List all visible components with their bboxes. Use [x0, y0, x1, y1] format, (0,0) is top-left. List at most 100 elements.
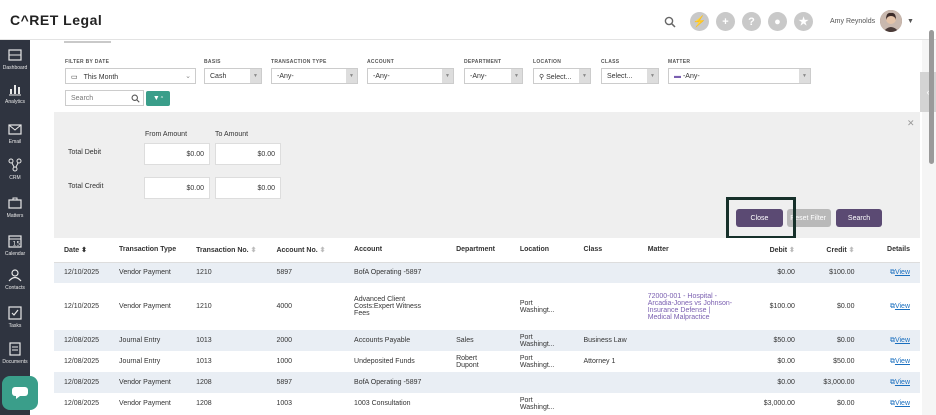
col-class[interactable]: Class [573, 238, 638, 263]
sidebar-item-calendar[interactable]: 15 Calendar [0, 234, 30, 268]
cell-type: Journal Entry [109, 330, 187, 351]
class-label: CLASS [601, 59, 620, 65]
sidebar-item-matters[interactable]: Matters [0, 196, 30, 230]
cell-details: ⧉View [864, 393, 920, 414]
cell-loc [509, 262, 574, 283]
date-range-value: This Month [83, 74, 119, 81]
matter-label: MATTER [668, 59, 691, 65]
cell-debit: $50.00 [745, 330, 805, 351]
dropdown-arrow-icon: ▼ [647, 69, 658, 83]
scrollbar-thumb[interactable] [929, 30, 934, 164]
external-link-icon: ⧉ [889, 399, 895, 407]
class-select[interactable]: Select... ▼ [601, 68, 659, 84]
reset-filter-button[interactable]: Reset Filter [787, 209, 831, 227]
analytics-icon [9, 85, 21, 96]
external-link-icon: ⧉ [889, 378, 895, 386]
cell-loc: Port Washingt... [509, 393, 574, 414]
cell-date: 12/10/2025 [54, 262, 110, 283]
chevron-down-icon[interactable]: ▼ [907, 18, 914, 25]
plus-icon[interactable]: + [716, 12, 735, 31]
cell-credit: $0.00 [804, 283, 865, 330]
view-link[interactable]: View [894, 302, 910, 310]
cell-account: Accounts Payable [344, 330, 447, 351]
view-link[interactable]: View [894, 336, 910, 344]
matter-select[interactable]: ▬ -Any- ▼ [668, 68, 811, 84]
sidebar-item-dashboard[interactable]: Dashboard [0, 48, 30, 82]
view-link[interactable]: View [894, 268, 910, 276]
col-location[interactable]: Location [509, 238, 574, 263]
credit-from-input[interactable]: $0.00 [144, 177, 210, 199]
app-logo[interactable]: C^RET Legal [10, 12, 103, 28]
search-button[interactable]: Search [836, 209, 882, 227]
view-link[interactable]: View [894, 357, 910, 365]
account-select[interactable]: -Any- ▼ [367, 68, 454, 84]
close-button[interactable]: Close [736, 209, 783, 227]
bolt-icon[interactable]: ⚡ [690, 12, 709, 31]
search-input[interactable]: Search [65, 90, 144, 106]
user-name[interactable]: Amy Reynolds [830, 18, 876, 25]
chevron-up-icon: ^ [160, 95, 164, 102]
transaction-type-label: TRANSACTION TYPE [271, 59, 327, 65]
col-transaction-no[interactable]: Transaction No. ⬍ [186, 238, 267, 263]
basis-select[interactable]: Cash ▼ [204, 68, 262, 84]
debit-from-input[interactable]: $0.00 [144, 143, 210, 165]
top-bar: C^RET Legal ⚡ + ? ● ★ Amy Reynolds ▼ [0, 0, 936, 40]
location-select[interactable]: ⚲ Select... ▼ [533, 68, 591, 84]
star-icon[interactable]: ★ [794, 12, 813, 31]
crm-icon [8, 158, 22, 172]
sidebar-item-contacts[interactable]: Contacts [0, 268, 30, 302]
cell-matter [637, 262, 746, 283]
cell-debit: $3,000.00 [745, 393, 805, 414]
cell-acct-no: 4000 [266, 283, 345, 330]
cell-dept [446, 283, 510, 330]
cell-date: 12/08/2025 [54, 393, 110, 414]
col-debit[interactable]: Debit ⬍ [745, 238, 805, 263]
filter-toggle-button[interactable]: ▼ ^ [146, 91, 170, 106]
help-icon[interactable]: ? [742, 12, 761, 31]
chevron-down-icon: ⌄ [185, 73, 191, 80]
table-row: 12/10/2025 Vendor Payment 1210 4000 Advanced… [54, 283, 920, 330]
department-select[interactable]: -Any- ▼ [464, 68, 523, 84]
from-amount-label: From Amount [145, 131, 188, 138]
sidebar-item-tasks[interactable]: Tasks [0, 306, 30, 340]
col-department[interactable]: Department [446, 238, 510, 263]
cell-details: ⧉View [864, 372, 920, 393]
search-icon[interactable] [664, 16, 676, 28]
view-link[interactable]: View [894, 378, 910, 386]
cell-acct-no: 1000 [266, 351, 345, 372]
debit-to-input[interactable]: $0.00 [215, 143, 281, 165]
close-icon[interactable]: ✕ [907, 118, 915, 128]
dropdown-arrow-icon: ▼ [250, 69, 261, 83]
sidebar-item-crm[interactable]: CRM [0, 158, 30, 192]
transaction-type-select[interactable]: -Any- ▼ [271, 68, 358, 84]
cell-loc: Port Washingt... [509, 351, 574, 372]
sort-icon: ⬍ [319, 246, 326, 254]
col-date[interactable]: Date ⬍ [54, 238, 110, 263]
table-row: 12/08/2025 Vendor Payment 1208 1003 1003 Con… [54, 393, 920, 414]
sidebar-item-email[interactable]: Email [0, 122, 30, 156]
col-matter[interactable]: Matter [637, 238, 746, 263]
filter-icon: ▼ [152, 95, 160, 102]
chat-widget-button[interactable] [2, 376, 38, 410]
cell-matter: 72000-001 - Hospital - Arcadia-Jones vs … [637, 283, 746, 330]
transaction-type-value: -Any- [277, 73, 294, 80]
col-credit[interactable]: Credit ⬍ [804, 238, 865, 263]
cell-no: 1208 [186, 393, 267, 414]
date-range-select[interactable]: ▭ This Month ⌄ [65, 68, 196, 84]
cell-details: ⧉View [864, 330, 920, 351]
cell-credit: $0.00 [804, 393, 865, 414]
sidebar-item-documents[interactable]: Documents [0, 342, 30, 376]
basis-value: Cash [210, 73, 227, 80]
cell-no: 1013 [186, 330, 267, 351]
cell-type: Journal Entry [109, 351, 187, 372]
chat-bubble-icon[interactable]: ● [768, 12, 787, 31]
view-link[interactable]: View [894, 399, 910, 407]
col-transaction-type[interactable]: Transaction Type [109, 238, 187, 263]
avatar[interactable] [880, 10, 902, 32]
col-account-no[interactable]: Account No. ⬍ [266, 238, 345, 263]
cell-debit: $0.00 [745, 262, 805, 283]
amount-filter-panel: ✕ From Amount To Amount Total Debit $0.0… [54, 112, 920, 239]
sidebar-item-analytics[interactable]: Analytics [0, 82, 30, 116]
col-account[interactable]: Account [344, 238, 447, 263]
credit-to-input[interactable]: $0.00 [215, 177, 281, 199]
